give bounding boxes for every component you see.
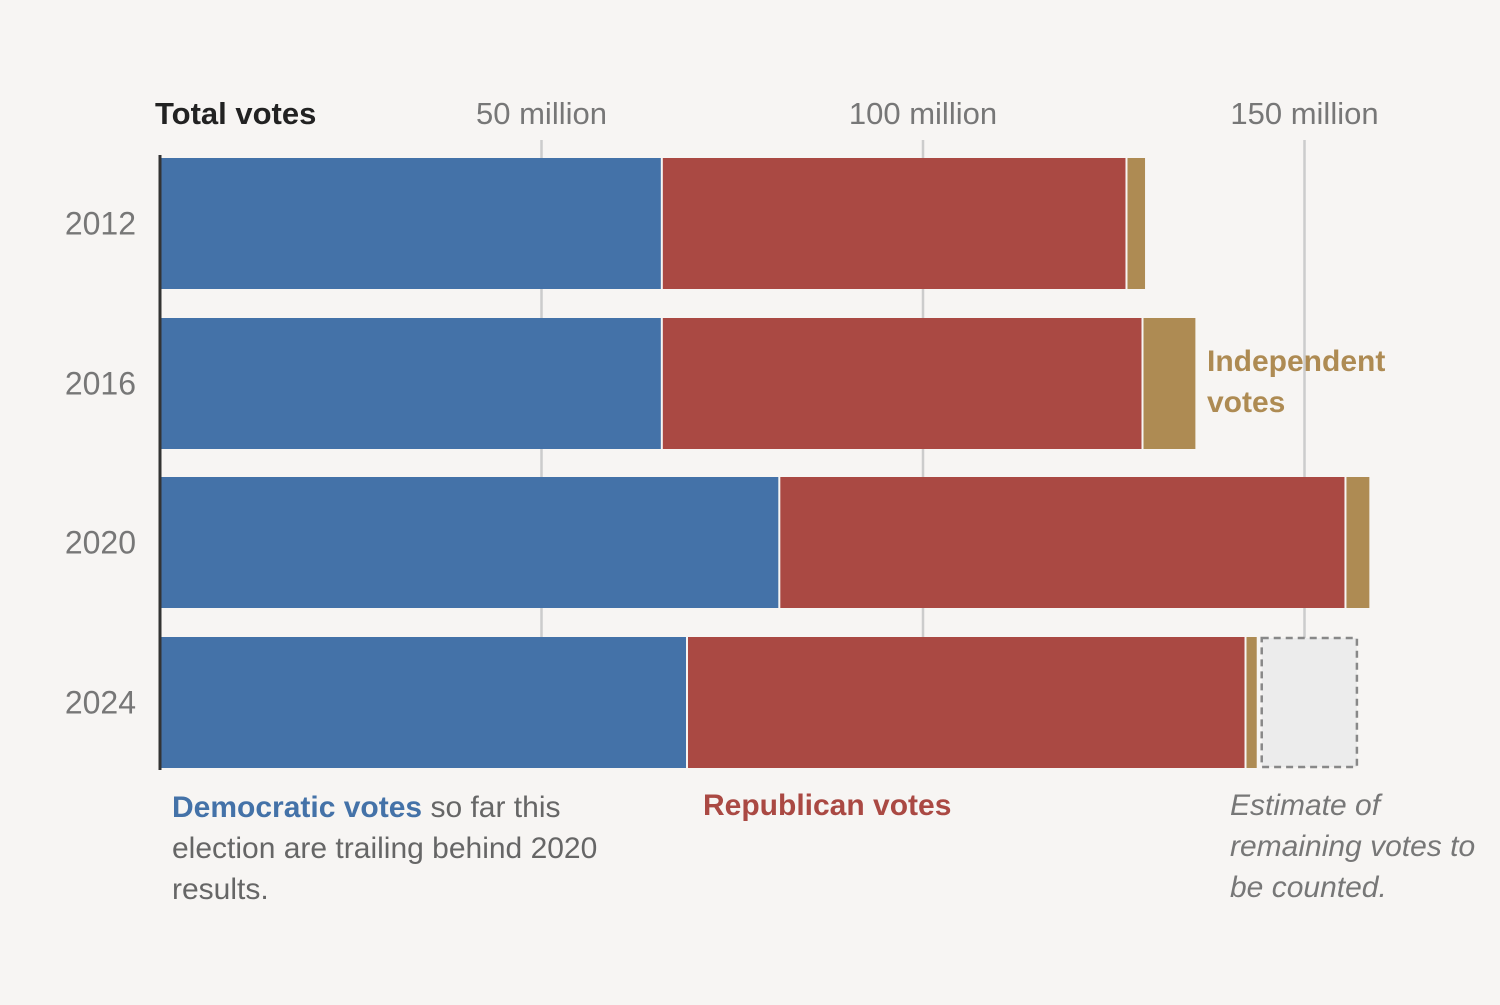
bar-segment-democratic-votes bbox=[160, 477, 779, 608]
labels: 50 million 100 million 150 million 2012 2016… bbox=[65, 96, 1379, 721]
democratic-annotation: Democratic votes so far this election ar… bbox=[172, 787, 642, 910]
bar-segment-independent-votes bbox=[1346, 477, 1370, 608]
x-tick-label: 50 million bbox=[476, 96, 607, 131]
year-label: 2020 bbox=[65, 525, 136, 561]
independent-votes-label: Independent votes bbox=[1207, 345, 1386, 419]
bar-segment-republican-votes bbox=[780, 477, 1345, 608]
remaining-votes-annotation: Estimate of remaining votes to be counte… bbox=[1230, 789, 1476, 904]
democratic-annotation-text: so far this election are trailing behind… bbox=[172, 791, 598, 906]
bar-segment-republican-votes bbox=[662, 318, 1142, 449]
bar-segment-independent-votes bbox=[1127, 158, 1146, 289]
x-tick-label: 100 million bbox=[849, 96, 997, 131]
year-label: 2012 bbox=[65, 206, 136, 242]
bar-segment-democratic-votes bbox=[160, 158, 661, 289]
year-label: 2016 bbox=[65, 366, 136, 402]
bar-segment-democratic-votes bbox=[160, 318, 661, 449]
bar-segment-independent-votes bbox=[1246, 637, 1257, 768]
republican-votes-label: Republican votes bbox=[703, 789, 952, 822]
bar-segment-independent-votes bbox=[1143, 318, 1196, 449]
x-tick-label: 150 million bbox=[1230, 96, 1378, 131]
bars bbox=[158, 155, 1370, 770]
axis-title: Total votes bbox=[155, 96, 316, 131]
bar-segment-democratic-votes bbox=[160, 637, 686, 768]
democratic-votes-label: Democratic votes bbox=[172, 791, 423, 824]
bar-segment-republican-votes bbox=[687, 637, 1245, 768]
bar-segment-republican-votes bbox=[662, 158, 1126, 289]
year-label: 2024 bbox=[65, 685, 136, 721]
bar-segment-estimate-of-remaining-votes bbox=[1260, 636, 1359, 769]
